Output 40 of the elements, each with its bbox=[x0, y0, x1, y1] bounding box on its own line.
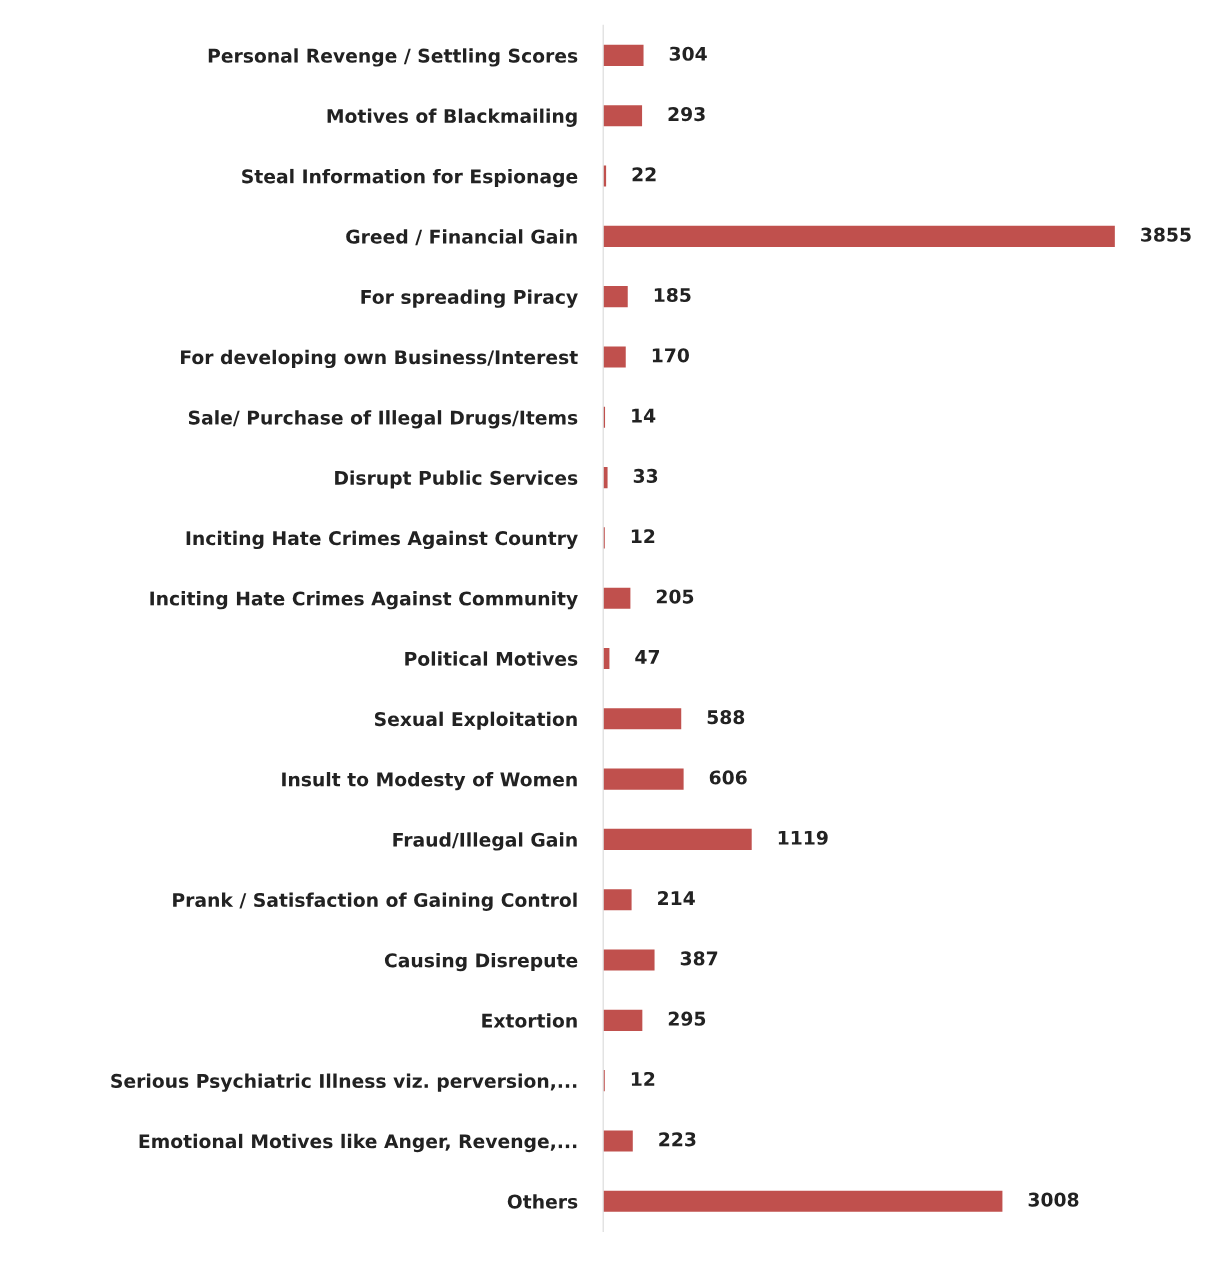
data-label: 12 bbox=[631, 529, 655, 544]
data-label: 293 bbox=[668, 106, 705, 122]
y-tick-label: Insult to Modesty of Women bbox=[282, 771, 577, 791]
data-label: 1119 bbox=[778, 830, 828, 845]
y-tick-label: Political Motives bbox=[405, 651, 578, 666]
data-label: 47 bbox=[635, 650, 660, 664]
y-tick-label: Inciting Hate Crimes Against Community bbox=[150, 591, 578, 610]
y-tick-label: Inciting Hate Crimes Against Country bbox=[186, 530, 578, 550]
data-label: 14 bbox=[632, 408, 656, 423]
data-label: 33 bbox=[633, 468, 658, 484]
y-tick-label: Personal Revenge / Settling Scores bbox=[208, 48, 578, 67]
y-tick-label: Others bbox=[507, 1194, 578, 1209]
y-tick-label: Greed / Financial Gain bbox=[346, 229, 577, 246]
data-label: 3855 bbox=[1141, 227, 1191, 242]
y-tick-label: Steal Information for Espionage bbox=[242, 168, 578, 188]
y-tick-label: Sale/ Purchase of Illegal Drugs/Items bbox=[188, 410, 578, 429]
y-tick-label: Disrupt Public Services bbox=[335, 470, 578, 489]
y-tick-label: For developing own Business/Interest bbox=[181, 349, 578, 369]
y-tick-label: Serious Psychiatric Illness viz. perversion,... bbox=[111, 1073, 577, 1092]
data-label: 3008 bbox=[1028, 1192, 1079, 1207]
data-label: 304 bbox=[669, 46, 707, 61]
data-label: 606 bbox=[709, 770, 747, 785]
data-label: 205 bbox=[656, 589, 694, 604]
y-tick-label: Causing Disrepute bbox=[384, 952, 578, 972]
data-label: 170 bbox=[652, 348, 689, 363]
data-label: 22 bbox=[632, 167, 656, 182]
data-label: 12 bbox=[631, 1071, 655, 1086]
data-label: 387 bbox=[680, 951, 718, 966]
data-label: 214 bbox=[658, 890, 695, 905]
data-label: 295 bbox=[668, 1011, 706, 1026]
y-tick-label: Extortion bbox=[482, 1013, 577, 1028]
y-tick-label: Sexual Exploitation bbox=[374, 711, 577, 730]
y-tick-label: Prank / Satisfaction of Gaining Control bbox=[173, 892, 577, 911]
y-tick-label: Emotional Motives like Anger, Revenge,... bbox=[139, 1133, 577, 1153]
y-tick-label: Motives of Blackmailing bbox=[327, 108, 577, 127]
y-tick-label: For spreading Piracy bbox=[361, 289, 578, 308]
data-label: 223 bbox=[659, 1132, 696, 1147]
data-label: 588 bbox=[707, 710, 745, 725]
y-tick-label: Fraud/Illegal Gain bbox=[393, 832, 577, 851]
data-label: 185 bbox=[654, 287, 691, 303]
